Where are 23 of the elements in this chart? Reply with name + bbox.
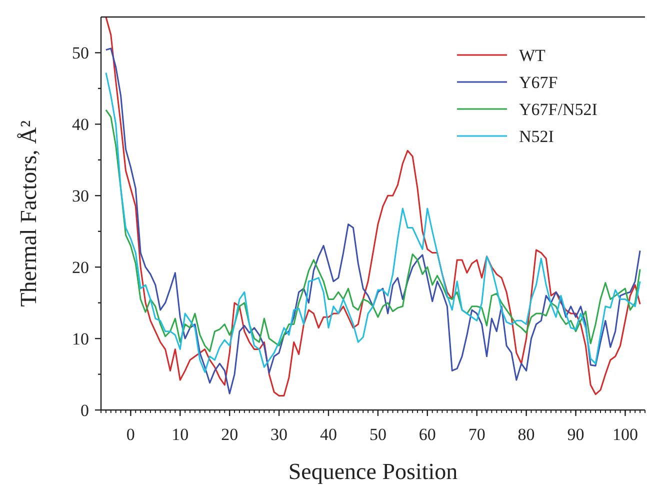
x-tick-label: 20: [221, 425, 238, 444]
x-tick-label: 0: [126, 425, 135, 444]
y-tick-label: 30: [72, 186, 89, 206]
x-tick-label: 60: [418, 425, 436, 444]
legend-label: WT: [519, 46, 546, 65]
x-tick-label: 30: [270, 425, 288, 444]
y-axis-title: Thermal Factors, Å²: [16, 120, 41, 307]
legend-label: Y67F: [519, 72, 558, 92]
x-tick-label: 40: [320, 425, 337, 444]
y-tick-label: 10: [72, 329, 89, 348]
x-tick-label: 90: [567, 425, 584, 444]
x-tick-label: 80: [518, 425, 535, 444]
y-tick-label: 20: [72, 258, 89, 278]
y-tick-label: 0: [80, 400, 89, 420]
x-tick-label: 70: [468, 425, 486, 444]
x-tick-label: 100: [612, 425, 638, 444]
x-axis-title: Sequence Position: [288, 459, 458, 484]
y-tick-label: 50: [72, 44, 89, 63]
y-tick-label: 40: [72, 115, 89, 134]
legend-label: Y67F/N52I: [519, 100, 598, 119]
legend-label: N52I: [519, 126, 554, 146]
x-tick-label: 50: [369, 425, 386, 444]
x-tick-label: 10: [172, 425, 189, 444]
